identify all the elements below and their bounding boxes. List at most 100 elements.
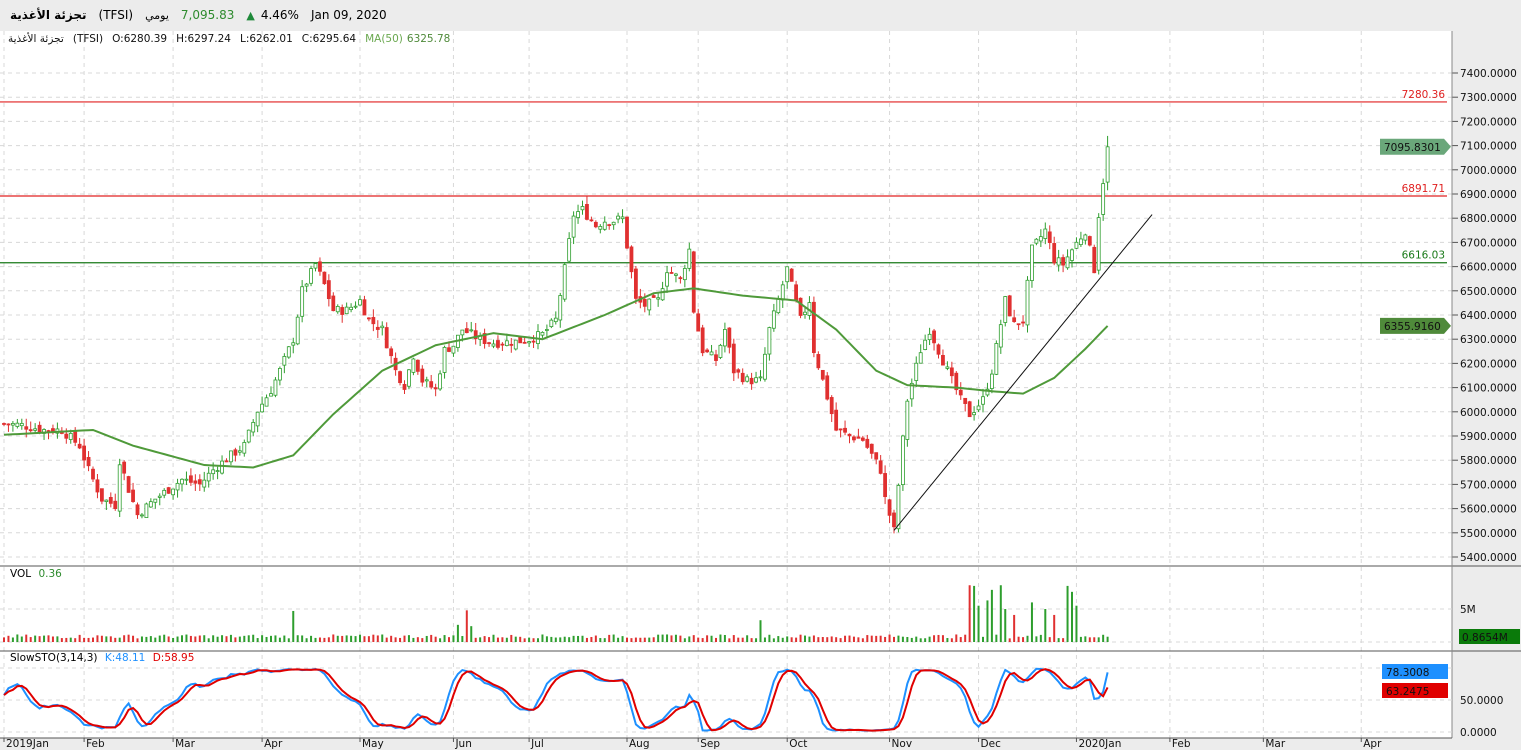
volume-bar: [946, 638, 949, 642]
volume-bar: [483, 636, 486, 642]
candle-up: [286, 346, 291, 358]
candle-up: [901, 435, 905, 486]
volume-bar: [114, 637, 117, 642]
volume-bar: [47, 635, 50, 642]
volume-bar: [29, 637, 32, 642]
candle-down: [389, 348, 394, 357]
candle-down: [37, 424, 42, 433]
volume-bar: [439, 638, 442, 642]
trendline: [893, 214, 1153, 531]
volume-bar: [185, 634, 188, 642]
candle-down: [340, 307, 345, 315]
price-tick-label: 5500.0000: [1460, 528, 1517, 540]
volume-bar: [648, 637, 651, 642]
time-tick-label: Jun: [454, 738, 471, 750]
volume-bar: [78, 634, 81, 642]
volume-bar: [56, 636, 59, 642]
candle-down: [28, 429, 33, 432]
candle-down: [949, 367, 954, 377]
volume-bar: [510, 634, 513, 642]
candle-up: [157, 495, 162, 498]
candle-up: [976, 405, 981, 411]
volume-bar: [25, 634, 28, 642]
price-tick-label: 6700.0000: [1460, 237, 1517, 249]
price-tick-label: 5900.0000: [1460, 431, 1517, 443]
ma-price-marker: [1380, 317, 1451, 334]
volume-bar: [973, 585, 976, 642]
volume-bar: [608, 634, 611, 642]
volume-bar: [514, 636, 517, 642]
candle-down: [629, 246, 634, 273]
candle-down: [1007, 295, 1012, 317]
volume-bar: [821, 637, 824, 642]
volume-bar: [919, 638, 922, 642]
volume-bar: [772, 638, 775, 642]
candle-up: [549, 319, 554, 328]
volume-bar: [679, 635, 682, 642]
time-tick-label: Dec: [981, 738, 1002, 750]
candle-up: [1003, 296, 1008, 323]
info-high: H:6297.24: [176, 33, 231, 45]
volume-bar: [69, 637, 72, 642]
volume-bar: [448, 637, 450, 642]
candle-down: [224, 460, 229, 463]
volume-bar: [421, 638, 424, 642]
volume-bar: [933, 635, 936, 642]
candle-down: [869, 443, 874, 454]
candle-down: [714, 354, 718, 361]
candle-down: [473, 330, 478, 340]
candle-up: [211, 469, 216, 475]
volume-bar: [1004, 609, 1007, 642]
info-low: L:6262.01: [239, 33, 293, 45]
candle-up: [571, 215, 576, 238]
volume-bar: [1093, 637, 1096, 642]
candle-down: [727, 327, 732, 348]
candle-down: [887, 499, 892, 516]
candle-up: [923, 339, 928, 350]
volume-bar: [399, 637, 402, 642]
volume-bar: [924, 638, 927, 642]
volume-bar: [861, 638, 864, 642]
candle-down: [188, 475, 193, 483]
candle-down: [1052, 243, 1057, 264]
candle-down: [509, 343, 514, 346]
candle-up: [180, 478, 184, 485]
candle-up: [785, 266, 790, 283]
volume-bar: [590, 636, 593, 642]
volume-bar: [92, 637, 94, 642]
volume-bar: [443, 635, 446, 642]
volume-bar: [1008, 638, 1011, 642]
volume-bar: [283, 635, 286, 642]
candle-down: [634, 268, 638, 299]
volume-bar: [65, 637, 68, 642]
candle-down: [433, 387, 438, 390]
candle-down: [6, 423, 11, 426]
volume-bar: [3, 637, 5, 642]
volume-bar: [626, 637, 628, 642]
candle-down: [852, 436, 856, 441]
candle-up: [451, 345, 456, 354]
volume-bar: [612, 634, 615, 642]
volume-bar: [465, 610, 468, 642]
volume-bar: [852, 636, 855, 642]
candle-up: [291, 342, 296, 346]
stoch-k-marker: [1382, 664, 1448, 679]
volume-bar: [296, 635, 299, 642]
volume-bar: [657, 634, 660, 642]
candle-up: [19, 423, 24, 427]
candle-up: [994, 343, 999, 375]
volume-bar: [630, 638, 633, 642]
candle-up: [491, 343, 496, 347]
candle-up: [220, 460, 224, 474]
volume-bar: [16, 634, 19, 642]
price-tick-label: 7300.0000: [1460, 92, 1517, 104]
volume-bar: [407, 635, 410, 642]
candle-down: [371, 317, 376, 325]
last-price-marker: [1380, 138, 1451, 155]
candle-down: [318, 261, 322, 272]
volume-bar: [176, 636, 179, 642]
volume-bar: [100, 635, 103, 642]
candle-up: [349, 306, 354, 311]
volume-bar: [941, 635, 944, 642]
